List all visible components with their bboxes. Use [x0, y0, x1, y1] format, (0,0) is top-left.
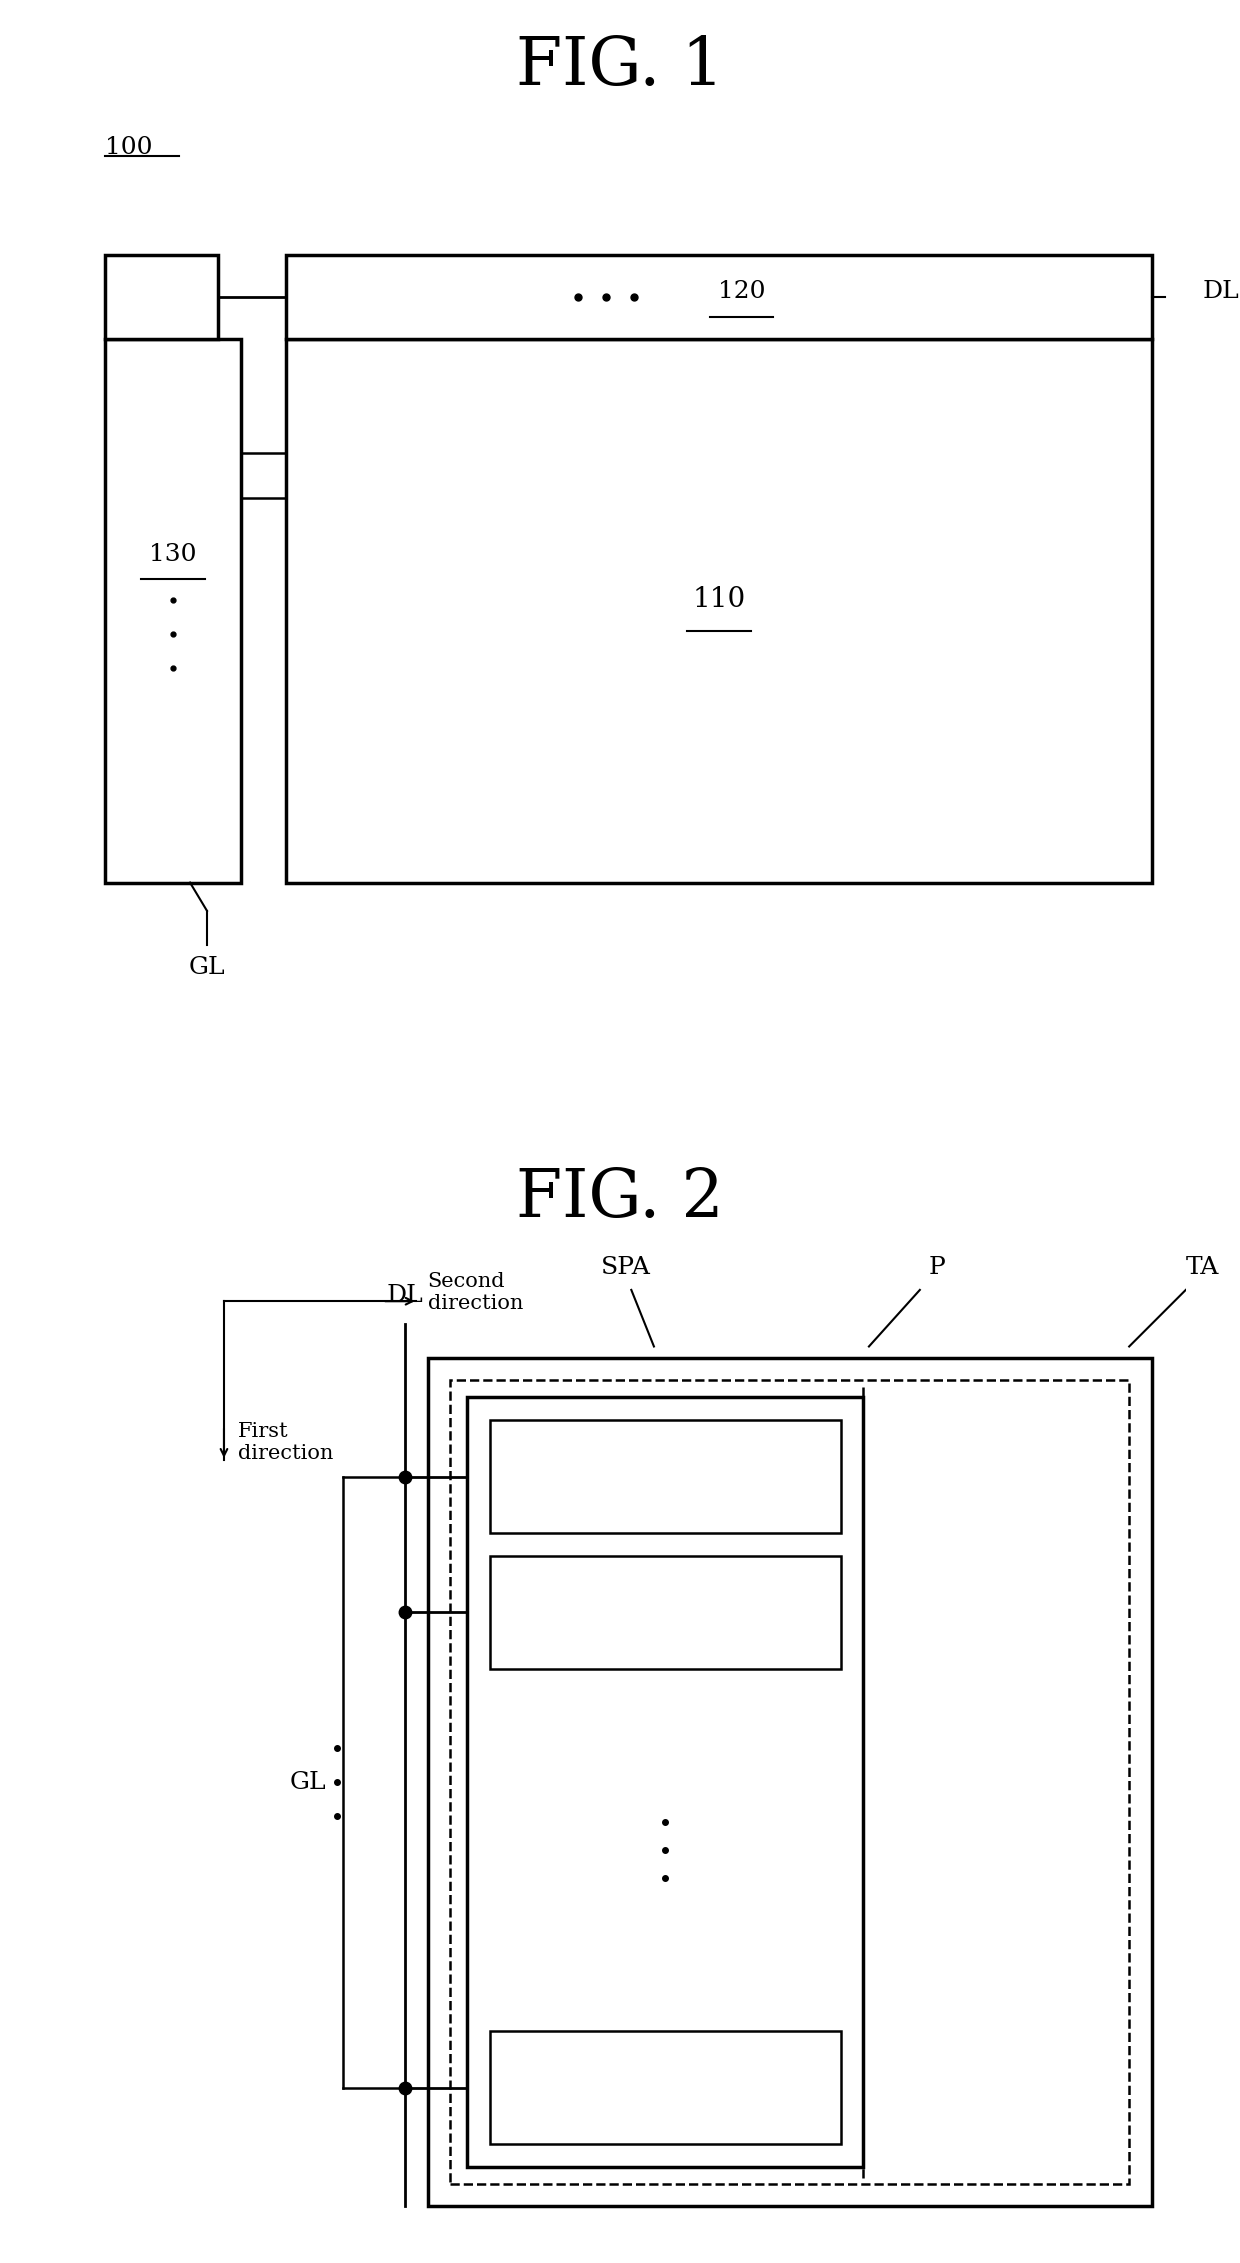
Text: 100: 100: [105, 136, 153, 158]
Text: First
direction: First direction: [238, 1421, 332, 1464]
Text: FIG. 2: FIG. 2: [516, 1165, 724, 1231]
Bar: [105, 339, 241, 883]
Bar: [428, 1358, 1152, 2206]
Text: DL: DL: [387, 1283, 423, 1308]
Bar: [286, 339, 1152, 883]
Bar: [490, 1557, 841, 1670]
Bar: [490, 2032, 841, 2145]
Text: DL: DL: [1203, 281, 1240, 303]
Text: SP-K: SP-K: [635, 2075, 696, 2100]
Bar: [286, 253, 1152, 339]
Text: GL: GL: [289, 1770, 326, 1795]
Text: TA: TA: [1185, 1256, 1219, 1279]
Text: SPA: SPA: [600, 1256, 651, 1279]
Text: GL: GL: [188, 955, 226, 980]
Bar: [467, 1396, 863, 2168]
Text: 130: 130: [149, 543, 197, 566]
Text: P: P: [929, 1256, 945, 1279]
Text: 140: 140: [138, 285, 186, 308]
Bar: [490, 1421, 841, 1534]
Text: SP-2: SP-2: [637, 1600, 693, 1625]
Text: SP-1: SP-1: [637, 1464, 693, 1489]
Text: 110: 110: [692, 586, 745, 613]
Bar: [105, 253, 218, 339]
Text: FIG. 1: FIG. 1: [516, 34, 724, 100]
Bar: [450, 1380, 1130, 2184]
Text: Second
direction: Second direction: [428, 1272, 523, 1313]
Text: 120: 120: [718, 281, 765, 303]
